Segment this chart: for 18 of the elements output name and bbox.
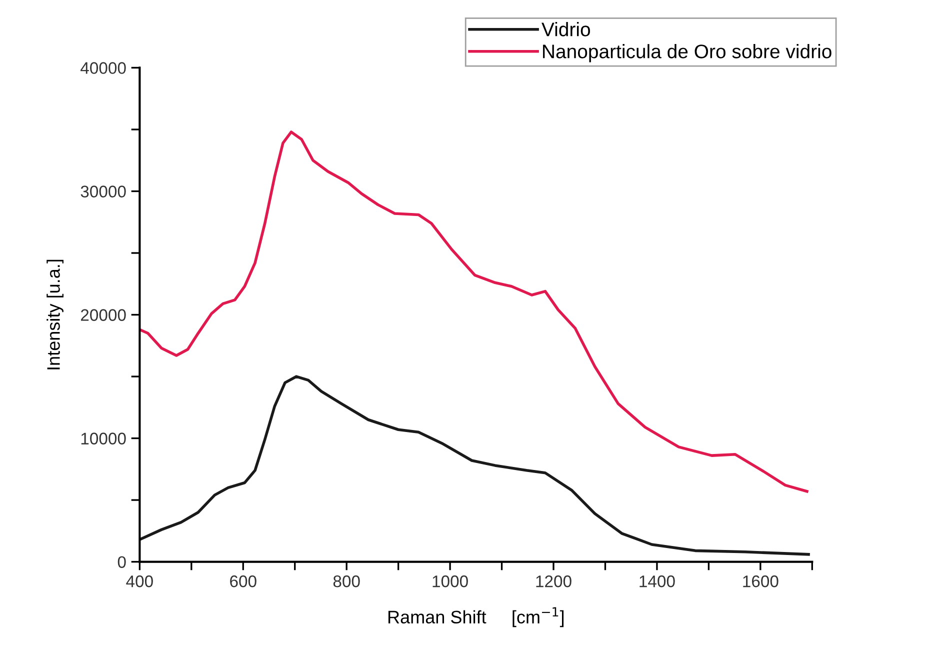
x-axis-title: Raman Shift [cm$^{−1}$] (388, 607, 564, 628)
y-tick-label: 10000 (81, 432, 126, 444)
x-tick-label: 800 (333, 575, 360, 588)
x-tick-label: 400 (126, 575, 153, 588)
x-tick-label: 600 (230, 575, 256, 588)
x-tick-label: 1200 (536, 575, 572, 588)
x-tick-label: 1000 (432, 575, 468, 588)
y-tick-label: 30000 (80, 186, 126, 198)
x-tick-label: 1400 (640, 575, 675, 588)
y-tick-label: 40000 (80, 62, 126, 74)
y-tick-label: 0 (118, 556, 126, 568)
x-tick-label: 1600 (743, 575, 778, 588)
legend-label: Nanoparticula de Oro sobre vidrio (543, 44, 832, 62)
legend-label: Vidrio (542, 22, 590, 36)
line-series (140, 375, 810, 556)
y-tick-label: 20000 (80, 309, 126, 321)
line-series (140, 130, 808, 493)
y-axis-title: Intensity [u.a.] (46, 260, 64, 370)
